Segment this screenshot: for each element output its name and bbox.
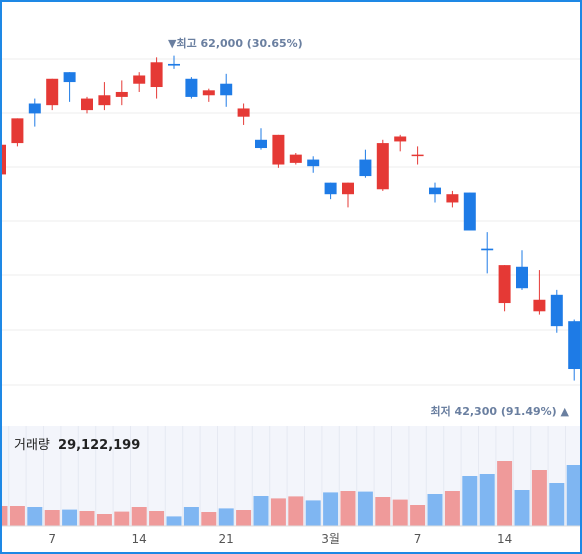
candle-body — [498, 265, 511, 304]
volume-bar — [270, 498, 286, 526]
candle-body — [11, 118, 24, 144]
volume-bar — [96, 514, 112, 526]
candle-body — [255, 139, 267, 149]
volume-bar — [531, 470, 547, 526]
volume-bar — [9, 506, 25, 526]
candle-body — [516, 266, 528, 289]
volume-bar — [27, 507, 43, 526]
x-tick-label: 21 — [219, 532, 234, 546]
candle-body — [185, 78, 198, 97]
volume-bar — [166, 516, 182, 526]
volume-bar — [462, 476, 478, 526]
volume-bar — [340, 491, 356, 526]
volume-bar — [410, 505, 426, 526]
volume-bar — [444, 491, 460, 526]
grid-lines — [2, 58, 580, 526]
candle-body — [342, 182, 354, 195]
candle-body — [324, 182, 337, 195]
price-candles — [2, 55, 580, 381]
volume-bar — [427, 494, 443, 526]
candle-body — [463, 192, 476, 231]
volume-bar — [566, 465, 580, 526]
candle-body — [81, 98, 93, 111]
volume-bar — [479, 474, 495, 526]
candle-body — [289, 154, 302, 163]
volume-bar — [375, 497, 391, 526]
candle-body — [115, 91, 128, 97]
candle-body — [46, 78, 59, 106]
volume-bar — [357, 491, 373, 526]
volume-bar — [514, 490, 530, 526]
candle-body — [168, 63, 180, 66]
x-tick-label: 14 — [132, 532, 147, 546]
candle-body — [150, 62, 163, 88]
high-price-annotation: ▼최고 62,000 (30.65%) — [168, 36, 303, 50]
volume-bar — [149, 511, 165, 526]
candle-body — [394, 136, 407, 142]
volume-bar — [305, 500, 321, 526]
volume-bar — [392, 499, 408, 526]
candle-body — [272, 134, 285, 165]
x-tick-label: 7 — [414, 532, 422, 546]
candle-body — [533, 299, 546, 312]
candle-body — [446, 194, 459, 203]
candle-body — [376, 143, 389, 190]
volume-title: 거래량 29,122,199 — [14, 434, 140, 453]
x-tick-label: 3월 — [321, 532, 340, 546]
volume-bar — [79, 511, 95, 526]
candle-body — [63, 72, 76, 83]
volume-bar — [253, 496, 269, 526]
volume-bar — [323, 492, 339, 526]
volume-bar — [62, 509, 78, 526]
volume-bar — [288, 496, 304, 526]
low-price-annotation: 최저 42,300 (91.49%) ▲ — [430, 404, 569, 418]
volume-bar — [201, 512, 217, 526]
volume-bar — [114, 511, 130, 526]
candle-body — [411, 154, 424, 157]
candle-body — [2, 144, 6, 175]
x-tick-label: 14 — [497, 532, 512, 546]
x-axis-tick-labels: 7 14 21 3월 7 14 — [48, 532, 512, 546]
candle-body — [359, 159, 372, 177]
candle-body — [28, 103, 41, 114]
volume-bar — [183, 507, 199, 526]
volume-label: 거래량 — [14, 438, 50, 453]
candle-body — [202, 90, 215, 96]
volume-bar — [236, 510, 252, 526]
candle-body — [220, 83, 233, 96]
volume-bar — [2, 506, 8, 526]
volume-bar — [497, 461, 513, 526]
candle-body — [429, 187, 441, 195]
volume-bar — [218, 508, 234, 526]
candle-body — [481, 248, 494, 251]
candle-body — [237, 108, 250, 117]
volume-bar — [549, 483, 565, 526]
x-tick-label: 7 — [48, 532, 56, 546]
candle-body — [307, 159, 320, 167]
candle-body — [568, 321, 580, 370]
volume-bars — [2, 461, 580, 526]
volume-total-value: 29,122,199 — [58, 438, 141, 453]
candle-body — [98, 95, 111, 106]
candle-body — [133, 75, 146, 84]
candle-body — [550, 294, 563, 327]
volume-bar — [44, 510, 60, 526]
volume-bar — [131, 507, 147, 526]
